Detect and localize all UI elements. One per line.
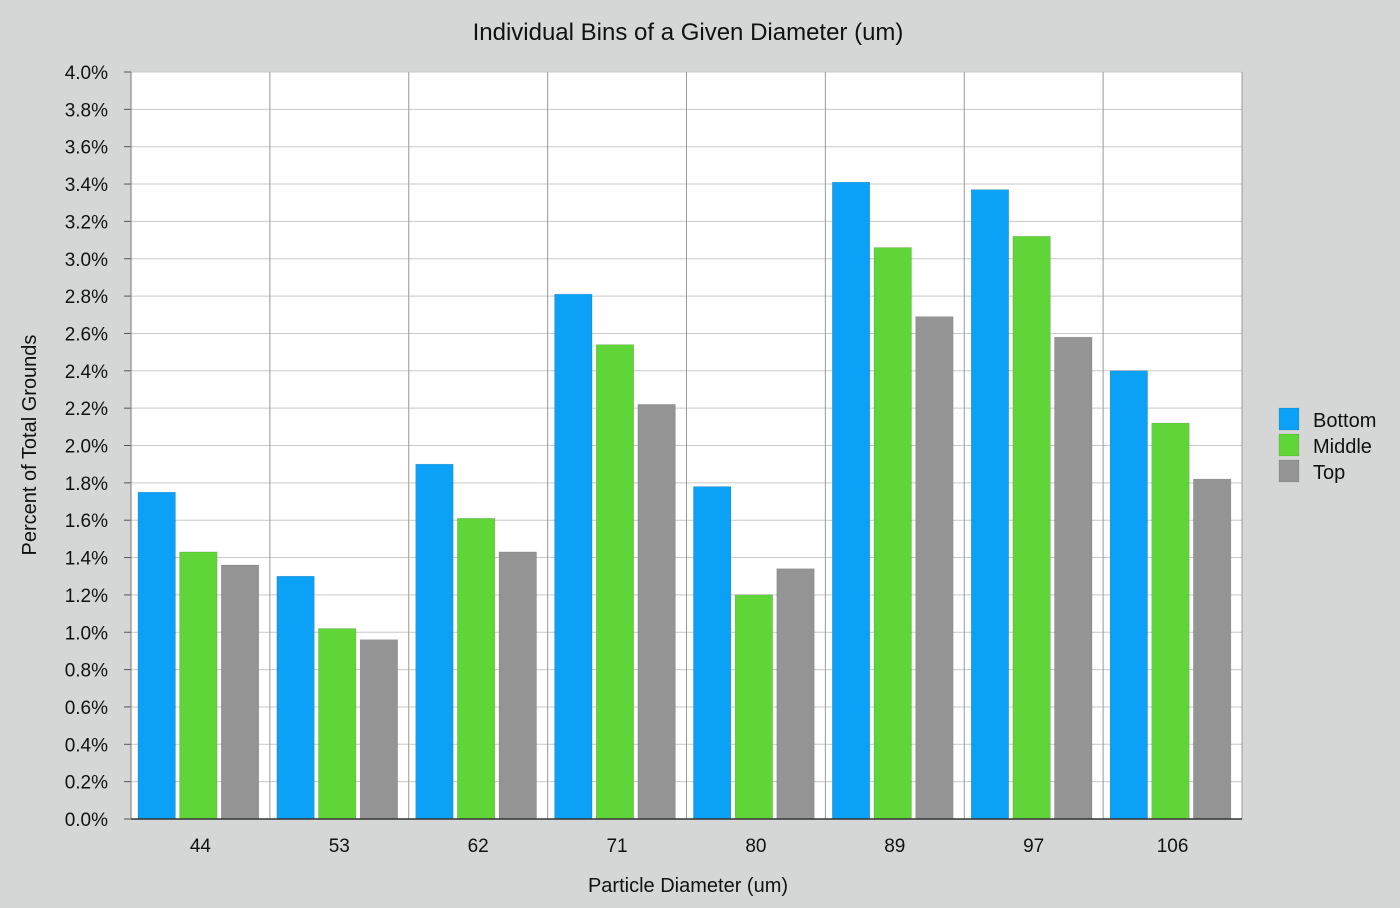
bar-top-71 <box>637 404 676 820</box>
y-tick-label: 2.2% <box>65 399 108 420</box>
y-tick-label: 0.0% <box>65 810 108 831</box>
x-tick-label: 80 <box>745 836 766 857</box>
y-tick-label: 2.0% <box>65 437 108 458</box>
bar-top-44 <box>220 564 260 820</box>
legend-label-middle: Middle <box>1313 436 1372 458</box>
x-axis-label: Particle Diameter (um) <box>588 875 788 897</box>
y-tick-label: 1.8% <box>65 474 108 495</box>
y-tick-label: 3.4% <box>65 175 108 196</box>
bar-bottom-106 <box>1109 370 1148 820</box>
y-tick-label: 1.0% <box>65 623 108 644</box>
y-tick-label: 0.6% <box>65 698 108 719</box>
y-tick-label: 2.8% <box>65 287 108 308</box>
bar-middle-80 <box>734 594 773 820</box>
legend-swatch-top <box>1278 459 1300 483</box>
x-tick-label: 53 <box>329 836 350 857</box>
y-tick-label: 0.8% <box>65 661 108 682</box>
bar-middle-53 <box>318 628 357 820</box>
bars-group <box>137 181 1232 820</box>
y-tick-label: 0.4% <box>65 735 108 756</box>
y-tick-label: 1.2% <box>65 586 108 607</box>
y-tick-label: 0.2% <box>65 773 108 794</box>
bar-bottom-80 <box>693 486 732 820</box>
bar-bottom-53 <box>276 575 315 820</box>
chart-title: Individual Bins of a Given Diameter (um) <box>473 19 904 46</box>
bar-top-62 <box>498 551 537 820</box>
y-tick-label: 3.2% <box>65 212 108 233</box>
bar-bottom-89 <box>832 181 871 820</box>
bar-bottom-62 <box>415 463 454 820</box>
bar-bottom-44 <box>137 491 176 820</box>
bar-bottom-97 <box>970 189 1009 820</box>
legend-label-top: Top <box>1313 462 1345 484</box>
bar-middle-44 <box>179 551 218 820</box>
bar-top-89 <box>915 316 954 820</box>
bar-middle-89 <box>873 247 912 820</box>
x-tick-label: 97 <box>1023 836 1044 857</box>
y-tick-label: 2.6% <box>65 324 108 345</box>
x-tick-label: 62 <box>468 836 489 857</box>
x-tick-label: 44 <box>190 836 212 857</box>
legend: Bottom Middle Top <box>1278 407 1376 484</box>
y-tick-label: 1.4% <box>65 549 108 570</box>
bar-middle-62 <box>457 518 496 820</box>
x-tick-label: 89 <box>884 836 905 857</box>
bar-middle-106 <box>1151 422 1190 820</box>
x-tick-label: 106 <box>1157 836 1189 857</box>
legend-swatch-middle <box>1278 433 1300 457</box>
bar-top-80 <box>776 568 815 820</box>
y-tick-label: 3.0% <box>65 250 108 271</box>
legend-swatch-bottom <box>1278 407 1300 431</box>
y-tick-label: 2.4% <box>65 362 108 383</box>
bar-top-97 <box>1054 336 1093 820</box>
bar-bottom-71 <box>554 293 593 820</box>
y-tick-label: 3.6% <box>65 138 108 159</box>
y-tick-label: 1.6% <box>65 511 108 532</box>
bar-middle-71 <box>595 344 635 820</box>
x-tick-label: 71 <box>606 836 627 857</box>
y-tick-label: 3.8% <box>65 100 108 121</box>
legend-label-bottom: Bottom <box>1313 410 1376 432</box>
y-tick-label: 4.0% <box>65 63 108 84</box>
y-axis-label: Percent of Total Grounds <box>19 335 41 556</box>
x-axis-ticks: 44 53 62 71 80 89 97 106 <box>190 836 1189 857</box>
bar-top-53 <box>359 639 398 820</box>
bar-top-106 <box>1193 478 1232 820</box>
y-axis-ticks: 0.0% 0.2% 0.4% 0.6% 0.8% 1.0% 1.2% 1.4% 1.6% 1.8%… <box>65 63 131 831</box>
bar-middle-97 <box>1012 236 1051 820</box>
